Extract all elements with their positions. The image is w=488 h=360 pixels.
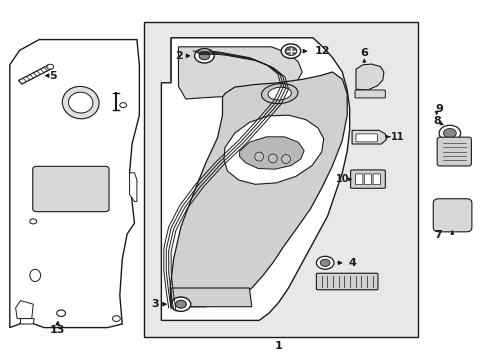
Polygon shape: [178, 47, 302, 99]
Ellipse shape: [261, 84, 297, 104]
Circle shape: [199, 52, 209, 60]
Text: 9: 9: [434, 104, 442, 114]
Text: 3: 3: [151, 299, 159, 309]
FancyBboxPatch shape: [364, 174, 371, 185]
FancyBboxPatch shape: [355, 134, 377, 142]
Text: 6: 6: [360, 48, 367, 58]
Polygon shape: [224, 115, 323, 184]
Polygon shape: [355, 64, 383, 90]
Polygon shape: [20, 319, 34, 324]
Circle shape: [285, 47, 296, 55]
Ellipse shape: [267, 87, 291, 100]
FancyBboxPatch shape: [432, 199, 471, 232]
Circle shape: [443, 129, 455, 138]
Circle shape: [438, 125, 460, 141]
Circle shape: [120, 103, 126, 108]
Polygon shape: [171, 288, 251, 307]
FancyBboxPatch shape: [354, 90, 385, 98]
Circle shape: [112, 316, 120, 321]
Circle shape: [57, 310, 65, 316]
FancyBboxPatch shape: [350, 170, 385, 188]
Polygon shape: [10, 40, 139, 328]
Polygon shape: [239, 137, 304, 169]
Polygon shape: [129, 173, 137, 202]
Text: 1: 1: [274, 341, 282, 351]
Text: 4: 4: [348, 258, 356, 268]
Text: 11: 11: [390, 132, 404, 142]
FancyBboxPatch shape: [372, 174, 380, 185]
FancyBboxPatch shape: [436, 137, 470, 166]
Text: 8: 8: [433, 116, 441, 126]
FancyBboxPatch shape: [316, 273, 377, 290]
Circle shape: [281, 44, 300, 58]
Ellipse shape: [281, 155, 290, 163]
Circle shape: [316, 256, 333, 269]
Circle shape: [320, 259, 329, 266]
Polygon shape: [351, 130, 386, 144]
Circle shape: [175, 300, 186, 308]
Text: 2: 2: [174, 51, 182, 61]
FancyBboxPatch shape: [144, 22, 417, 337]
Ellipse shape: [30, 269, 41, 282]
Polygon shape: [171, 38, 317, 83]
Polygon shape: [161, 38, 349, 320]
Text: 10: 10: [335, 174, 349, 184]
Text: 5: 5: [49, 71, 57, 81]
Text: 13: 13: [50, 325, 65, 336]
Ellipse shape: [254, 152, 263, 161]
FancyBboxPatch shape: [33, 166, 109, 212]
Text: 12: 12: [314, 46, 329, 56]
Ellipse shape: [62, 86, 99, 119]
Polygon shape: [16, 301, 33, 319]
Ellipse shape: [268, 154, 277, 163]
Circle shape: [47, 64, 54, 69]
Text: 7: 7: [433, 230, 441, 240]
FancyBboxPatch shape: [355, 174, 362, 185]
Ellipse shape: [68, 92, 93, 113]
Circle shape: [194, 49, 214, 63]
Polygon shape: [19, 65, 52, 84]
Polygon shape: [170, 72, 346, 307]
Circle shape: [30, 219, 37, 224]
Circle shape: [171, 297, 190, 311]
